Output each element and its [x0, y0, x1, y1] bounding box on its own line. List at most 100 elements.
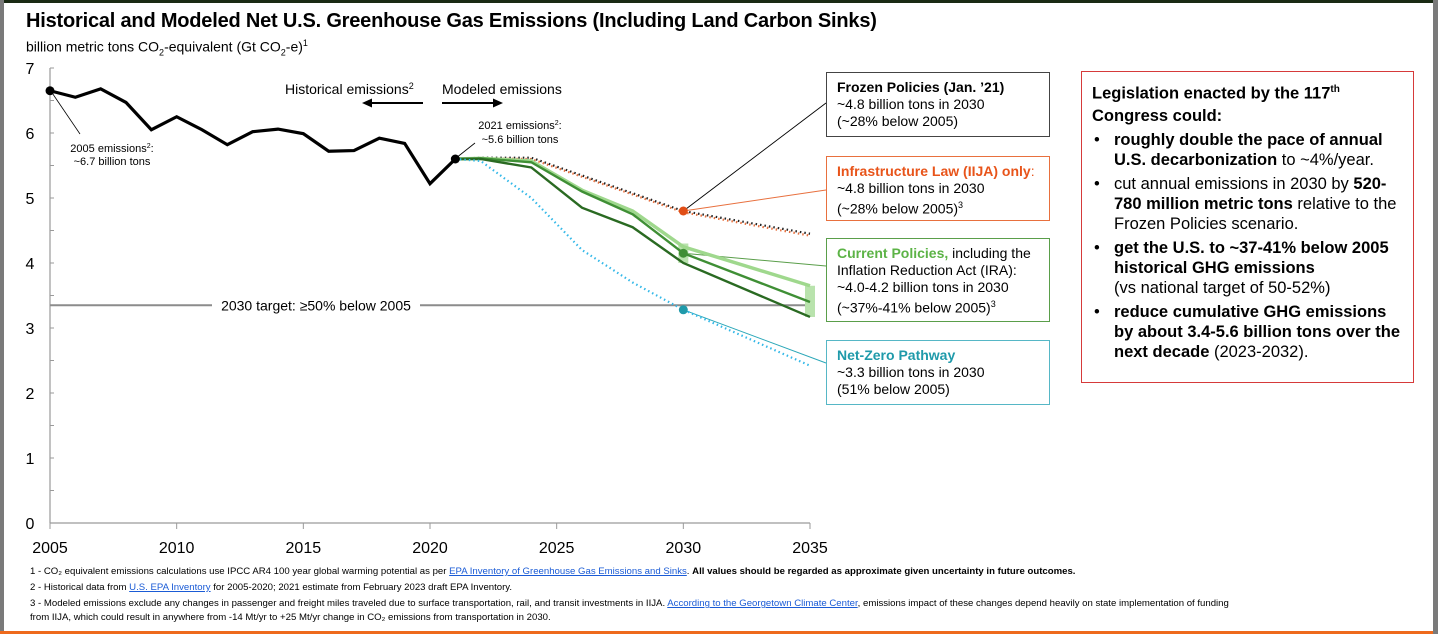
y-tick-label: 2 — [26, 386, 35, 403]
leader-2021 — [457, 142, 476, 158]
y-tick-label: 4 — [26, 256, 35, 273]
leader-frozen — [683, 102, 827, 212]
callout-current-line3: (~37%-41% below 2005) — [837, 299, 991, 316]
bullet-icon: • — [1094, 238, 1100, 257]
footnote-1: 1 - CO₂ equivalent emissions calculation… — [30, 564, 1420, 580]
annotation-2005-value: ~6.7 billion tons — [74, 156, 151, 168]
reference-lines: 2030 target: ≥50% below 2005 — [50, 297, 810, 313]
callout-iija-title-row: Infrastructure Law (IIJA) only: — [837, 163, 1039, 180]
series-line-historical-emissions — [49, 87, 457, 187]
x-tick-label: 2015 — [286, 540, 322, 557]
legislation-list: • roughly double the pace of annual U.S. … — [1092, 130, 1403, 362]
callout-current-line2: ~4.0-4.2 billion tons in 2030 — [837, 279, 1009, 295]
callout-iija: Infrastructure Law (IIJA) only: ~4.8 bil… — [826, 156, 1050, 221]
left-border — [0, 0, 4, 634]
bullet-icon: • — [1094, 302, 1100, 321]
x-tick-label: 2025 — [539, 540, 575, 557]
right-border — [1433, 0, 1438, 634]
footnote-1-sep: . — [686, 566, 693, 577]
legislation-item-bold: reduce cumulative GHG emissions by about… — [1114, 302, 1401, 361]
legislation-item: • cut annual emissions in 2030 by 520-780… — [1092, 174, 1403, 234]
annotation-2021: 2021 emissions2: — [478, 120, 561, 132]
legislation-item-bold: 520-780 million metric tons — [1114, 174, 1387, 213]
epa-inventory-link[interactable]: EPA Inventory of Greenhouse Gas Emission… — [449, 566, 687, 577]
y-tick-label: 6 — [26, 126, 35, 143]
series-line-current-policies-ira-low — [455, 157, 811, 319]
footnote-3: 3 - Modeled emissions exclude any change… — [30, 596, 1420, 612]
callout-current-line3-row: (~37%-41% below 2005)3 — [837, 296, 1039, 317]
marker-net-zero-2030 — [678, 305, 688, 315]
callout-iija-line1: ~4.8 billion tons in 2030 — [837, 180, 985, 196]
legislation-heading-text-2: Congress could: — [1092, 106, 1223, 125]
footnotes: 1 - CO₂ equivalent emissions calculation… — [30, 564, 1420, 626]
callout-net-zero: Net-Zero Pathway ~3.3 billion tons in 20… — [826, 340, 1050, 405]
footnote-2: 2 - Historical data from U.S. EPA Invent… — [30, 580, 1420, 596]
x-tick-label: 2010 — [159, 540, 195, 557]
callout-frozen-policies: Frozen Policies (Jan. ’21) ~4.8 billion … — [826, 72, 1050, 137]
callout-frozen-line2: (~28% below 2005) — [837, 113, 959, 129]
series-line-current-policies-ira-high — [455, 156, 811, 288]
x-tick-label: 2005 — [32, 540, 68, 557]
footnote-3-text: 3 - Modeled emissions exclude any change… — [30, 598, 668, 609]
callout-frozen-line1: ~4.8 billion tons in 2030 — [837, 96, 985, 112]
callout-netzero-title: Net-Zero Pathway — [837, 347, 956, 363]
callout-iija-footnote-ref: 3 — [958, 200, 964, 210]
y-tick-label: 7 — [26, 61, 35, 78]
legislation-item-text: (2023-2032). — [1209, 342, 1309, 361]
marker-2005-point — [45, 86, 55, 96]
callout-iija-line2: (~28% below 2005) — [837, 200, 959, 217]
chart-subtitle: billion metric tons CO2-equivalent (Gt C… — [26, 38, 308, 57]
bullet-icon: • — [1094, 174, 1100, 193]
series-line-net-zero-pathway — [455, 157, 811, 367]
marker-2021-point — [450, 154, 460, 164]
annotation-2021-value: ~5.6 billion tons — [482, 134, 559, 146]
callout-iija-line2-row: (~28% below 2005)3 — [837, 197, 1039, 218]
y-tick-label: 3 — [26, 321, 35, 338]
legislation-item-bold: roughly double the pace of annual U.S. d… — [1114, 130, 1383, 169]
marker-current-policies-2030 — [678, 248, 688, 258]
y-tick-label: 5 — [26, 191, 35, 208]
y-tick-label: 0 — [26, 516, 35, 533]
georgetown-climate-center-link[interactable]: According to the Georgetown Climate Cent… — [667, 598, 858, 609]
legislation-item-text: (vs national target of 50-52%) — [1114, 278, 1331, 297]
legislation-item-text: cut annual emissions in 2030 by — [1114, 174, 1354, 193]
legislation-item: • get the U.S. to ~37-41% below 2005 hist… — [1092, 238, 1403, 298]
legislation-item-bold: get the U.S. to ~37-41% below 2005 histo… — [1114, 238, 1389, 277]
chart-title: Historical and Modeled Net U.S. Greenhou… — [26, 10, 877, 32]
callout-current-line1: Inflation Reduction Act (IRA): — [837, 262, 1017, 278]
subtitle-text-mid: -equivalent (Gt CO — [164, 38, 281, 55]
callout-iija-title: Infrastructure Law (IIJA) only — [837, 163, 1031, 179]
legislation-item-text: relative to the Frozen Policies scenario… — [1114, 194, 1397, 233]
us-epa-inventory-link[interactable]: U.S. EPA Inventory — [129, 582, 211, 593]
target-line-label: 2030 target: ≥50% below 2005 — [221, 297, 411, 313]
legislation-item: • reduce cumulative GHG emissions by abou… — [1092, 302, 1403, 362]
arrow-left-icon — [362, 98, 372, 108]
marker-frozen-iija-2030 — [678, 206, 688, 216]
legislation-item: • roughly double the pace of annual U.S. … — [1092, 130, 1403, 170]
callout-current-footnote-ref: 3 — [990, 299, 996, 309]
subtitle-sub2: 2 — [280, 47, 286, 58]
footnote-2-text-post: for 2005-2020; 2021 estimate from Februa… — [210, 582, 513, 593]
legislation-heading: Legislation enacted by the 117th Congress… — [1092, 79, 1403, 127]
x-tick-label: 2030 — [666, 540, 702, 557]
annotation-labels: Historical emissions2 Modeled emissions … — [70, 81, 562, 168]
callout-frozen-title: Frozen Policies (Jan. ’21) — [837, 79, 1005, 95]
bottom-accent-bar — [0, 631, 1433, 634]
x-tick-label: 2020 — [412, 540, 448, 557]
subtitle-text-post: -e) — [285, 38, 303, 55]
bullet-icon: • — [1094, 130, 1100, 149]
footnote-2-text: 2 - Historical data from — [30, 582, 130, 593]
x-tick-label: 2035 — [792, 540, 828, 557]
leader-iija — [683, 189, 827, 212]
series-line-current-policies-ira-mid — [455, 157, 811, 304]
callout-netzero-line2: (51% below 2005) — [837, 381, 950, 397]
leader-lines — [51, 92, 827, 364]
series-line-frozen-policies-jan-21 — [455, 156, 811, 235]
leader-netzero — [683, 309, 827, 364]
legislation-heading-sup: th — [1330, 84, 1340, 95]
subtitle-footnote-ref: 1 — [302, 38, 308, 48]
legislation-item-text: to ~4%/year. — [1277, 150, 1374, 169]
callout-iija-colon: : — [1030, 163, 1035, 179]
series-group — [49, 87, 811, 367]
legislation-box: Legislation enacted by the 117th Congress… — [1081, 71, 1414, 383]
